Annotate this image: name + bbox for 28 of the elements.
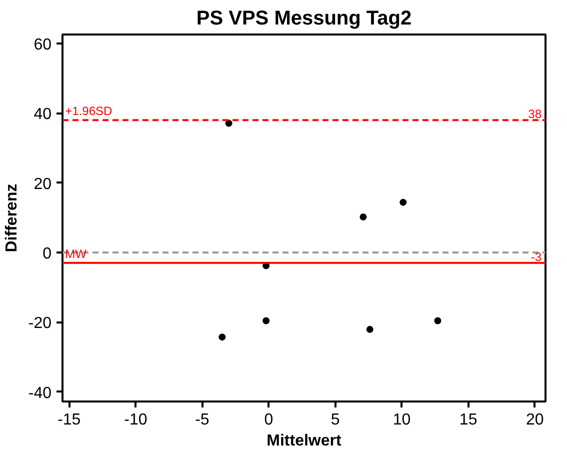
point	[434, 317, 442, 324]
chart-title: PS VPS Messung Tag2	[196, 8, 412, 30]
x-tick-label: 0	[264, 412, 274, 428]
x-tick-label: 20	[526, 412, 544, 428]
x-tick-label: 15	[459, 412, 478, 428]
point	[360, 213, 367, 220]
y-tick-label: 40	[34, 106, 52, 124]
point	[400, 198, 407, 206]
y-tick-label: 0	[42, 245, 52, 262]
annotation: -3	[530, 250, 542, 264]
x-tick-label: -15	[58, 412, 81, 428]
x-axis-title: Mittelwert	[266, 432, 342, 450]
ref-line-label: +1.96SD	[65, 104, 113, 118]
y-axis-title: Differenz	[3, 184, 20, 252]
point	[218, 334, 226, 341]
x-tick-label: -10	[124, 412, 148, 428]
y-tick-label: -40	[28, 384, 52, 402]
point	[225, 120, 232, 127]
point	[262, 317, 270, 324]
ref-line-label: MW	[65, 246, 88, 261]
y-tick-label: -20	[28, 315, 52, 332]
x-tick-label: 10	[392, 412, 411, 428]
x-tick-label: -5	[195, 412, 210, 428]
point	[366, 326, 374, 333]
annotation: 38	[528, 107, 542, 122]
y-tick-label: 60	[34, 36, 52, 54]
y-tick-label: 20	[34, 176, 52, 193]
x-tick-label: 5	[330, 412, 340, 428]
